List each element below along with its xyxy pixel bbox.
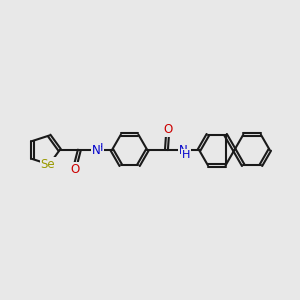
Text: Se: Se — [41, 158, 55, 171]
Text: O: O — [163, 123, 172, 136]
Text: N: N — [92, 143, 100, 157]
Text: N: N — [179, 143, 188, 157]
Text: H: H — [182, 150, 190, 160]
Text: O: O — [70, 163, 80, 176]
Text: H: H — [95, 142, 103, 152]
